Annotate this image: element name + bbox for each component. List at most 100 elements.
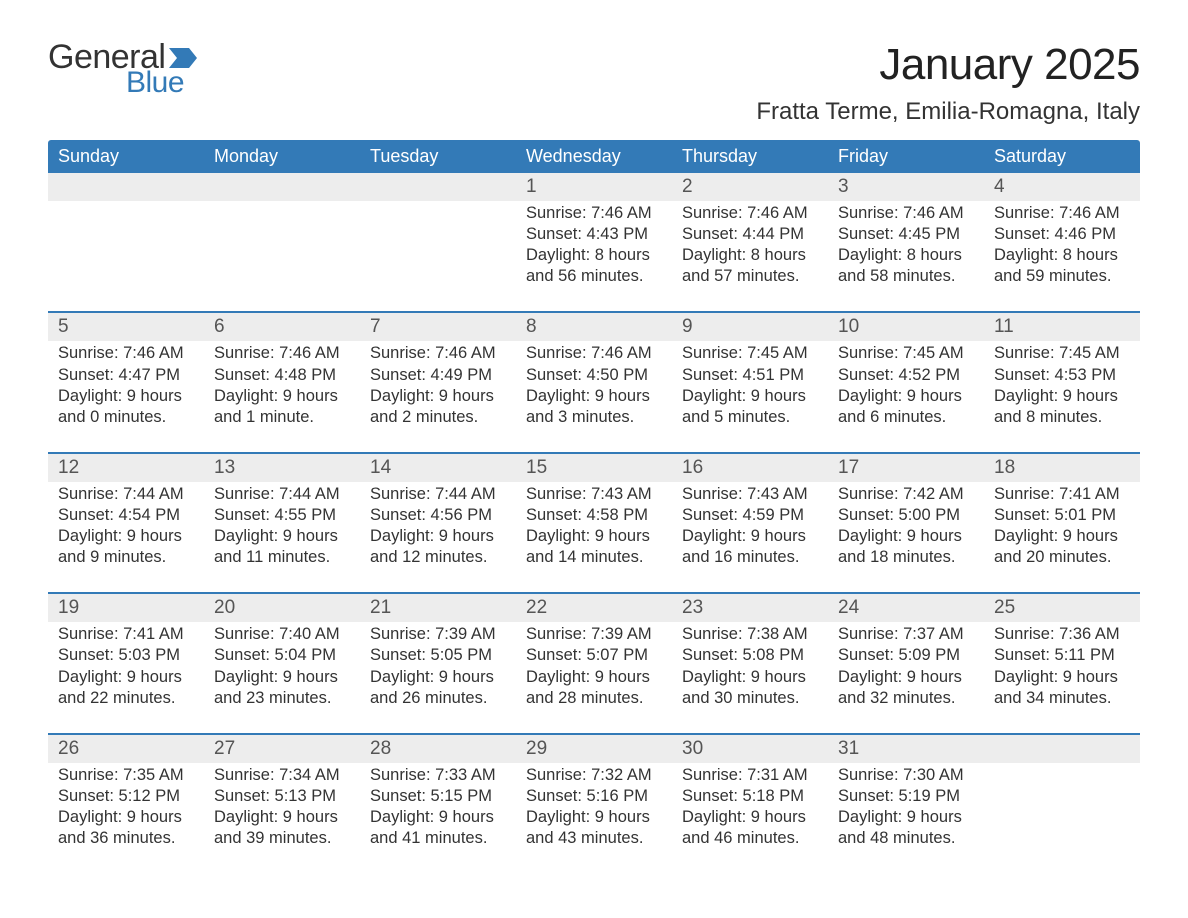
- sunset-text: Sunset: 4:47 PM: [58, 365, 194, 386]
- daylight-text: Daylight: 9 hours and 46 minutes.: [682, 807, 818, 849]
- sunset-text: Sunset: 5:16 PM: [526, 786, 662, 807]
- sunrise-text: Sunrise: 7:45 AM: [994, 343, 1130, 364]
- day-number: 30: [672, 735, 828, 763]
- logo: General Blue: [48, 40, 197, 98]
- day-details-row: Sunrise: 7:44 AMSunset: 4:54 PMDaylight:…: [48, 482, 1140, 586]
- sunrise-text: Sunrise: 7:43 AM: [682, 484, 818, 505]
- calendar-header-cell: Sunday: [48, 140, 204, 173]
- day-details: Sunrise: 7:46 AMSunset: 4:43 PMDaylight:…: [516, 201, 672, 305]
- daylight-text: Daylight: 9 hours and 9 minutes.: [58, 526, 194, 568]
- day-details: Sunrise: 7:46 AMSunset: 4:44 PMDaylight:…: [672, 201, 828, 305]
- sunset-text: Sunset: 5:07 PM: [526, 645, 662, 666]
- day-number: 8: [516, 313, 672, 341]
- daylight-text: Daylight: 9 hours and 1 minute.: [214, 386, 350, 428]
- sunset-text: Sunset: 4:53 PM: [994, 365, 1130, 386]
- day-details: Sunrise: 7:39 AMSunset: 5:07 PMDaylight:…: [516, 622, 672, 726]
- sunrise-text: Sunrise: 7:44 AM: [58, 484, 194, 505]
- sunrise-text: Sunrise: 7:30 AM: [838, 765, 974, 786]
- day-number: 16: [672, 454, 828, 482]
- sunrise-text: Sunrise: 7:46 AM: [58, 343, 194, 364]
- calendar-header-cell: Saturday: [984, 140, 1140, 173]
- daylight-text: Daylight: 9 hours and 16 minutes.: [682, 526, 818, 568]
- day-details: Sunrise: 7:43 AMSunset: 4:59 PMDaylight:…: [672, 482, 828, 586]
- daylight-text: Daylight: 8 hours and 58 minutes.: [838, 245, 974, 287]
- day-number-row: 1234: [48, 173, 1140, 201]
- sunrise-text: Sunrise: 7:46 AM: [526, 343, 662, 364]
- sunset-text: Sunset: 4:56 PM: [370, 505, 506, 526]
- day-number: 9: [672, 313, 828, 341]
- daylight-text: Daylight: 9 hours and 48 minutes.: [838, 807, 974, 849]
- day-details: [984, 763, 1140, 867]
- day-details: Sunrise: 7:44 AMSunset: 4:55 PMDaylight:…: [204, 482, 360, 586]
- day-details: Sunrise: 7:34 AMSunset: 5:13 PMDaylight:…: [204, 763, 360, 867]
- day-number: 20: [204, 594, 360, 622]
- calendar-header-cell: Monday: [204, 140, 360, 173]
- sunset-text: Sunset: 5:13 PM: [214, 786, 350, 807]
- day-number: 13: [204, 454, 360, 482]
- sunset-text: Sunset: 4:52 PM: [838, 365, 974, 386]
- sunrise-text: Sunrise: 7:33 AM: [370, 765, 506, 786]
- calendar-header-cell: Wednesday: [516, 140, 672, 173]
- sunrise-text: Sunrise: 7:45 AM: [682, 343, 818, 364]
- calendar-body: 1234Sunrise: 7:46 AMSunset: 4:43 PMDayli…: [48, 173, 1140, 867]
- day-number: 27: [204, 735, 360, 763]
- daylight-text: Daylight: 9 hours and 26 minutes.: [370, 667, 506, 709]
- day-details: Sunrise: 7:33 AMSunset: 5:15 PMDaylight:…: [360, 763, 516, 867]
- sunrise-text: Sunrise: 7:44 AM: [214, 484, 350, 505]
- sunset-text: Sunset: 5:05 PM: [370, 645, 506, 666]
- day-number: 22: [516, 594, 672, 622]
- daylight-text: Daylight: 9 hours and 12 minutes.: [370, 526, 506, 568]
- day-number: 19: [48, 594, 204, 622]
- sunset-text: Sunset: 4:45 PM: [838, 224, 974, 245]
- daylight-text: Daylight: 9 hours and 34 minutes.: [994, 667, 1130, 709]
- day-number: [48, 173, 204, 201]
- sunset-text: Sunset: 5:08 PM: [682, 645, 818, 666]
- day-details: Sunrise: 7:46 AMSunset: 4:47 PMDaylight:…: [48, 341, 204, 445]
- sunrise-text: Sunrise: 7:38 AM: [682, 624, 818, 645]
- day-number: [984, 735, 1140, 763]
- daylight-text: Daylight: 9 hours and 11 minutes.: [214, 526, 350, 568]
- daylight-text: Daylight: 9 hours and 28 minutes.: [526, 667, 662, 709]
- location-subtitle: Fratta Terme, Emilia-Romagna, Italy: [756, 98, 1140, 126]
- daylight-text: Daylight: 9 hours and 0 minutes.: [58, 386, 194, 428]
- day-details: Sunrise: 7:41 AMSunset: 5:01 PMDaylight:…: [984, 482, 1140, 586]
- sunset-text: Sunset: 5:04 PM: [214, 645, 350, 666]
- day-details: Sunrise: 7:36 AMSunset: 5:11 PMDaylight:…: [984, 622, 1140, 726]
- sunrise-text: Sunrise: 7:31 AM: [682, 765, 818, 786]
- sunset-text: Sunset: 4:50 PM: [526, 365, 662, 386]
- day-number: 7: [360, 313, 516, 341]
- calendar-header-row: SundayMondayTuesdayWednesdayThursdayFrid…: [48, 140, 1140, 173]
- daylight-text: Daylight: 9 hours and 18 minutes.: [838, 526, 974, 568]
- sunrise-text: Sunrise: 7:41 AM: [994, 484, 1130, 505]
- day-number: 5: [48, 313, 204, 341]
- sunrise-text: Sunrise: 7:46 AM: [994, 203, 1130, 224]
- calendar-header-cell: Thursday: [672, 140, 828, 173]
- sunrise-text: Sunrise: 7:44 AM: [370, 484, 506, 505]
- day-details: Sunrise: 7:44 AMSunset: 4:54 PMDaylight:…: [48, 482, 204, 586]
- day-details: Sunrise: 7:44 AMSunset: 4:56 PMDaylight:…: [360, 482, 516, 586]
- day-number: 10: [828, 313, 984, 341]
- sunset-text: Sunset: 4:43 PM: [526, 224, 662, 245]
- day-number: 29: [516, 735, 672, 763]
- day-number-row: 262728293031: [48, 733, 1140, 763]
- day-number-row: 12131415161718: [48, 452, 1140, 482]
- daylight-text: Daylight: 9 hours and 14 minutes.: [526, 526, 662, 568]
- calendar-header-cell: Friday: [828, 140, 984, 173]
- sunrise-text: Sunrise: 7:39 AM: [526, 624, 662, 645]
- sunset-text: Sunset: 5:18 PM: [682, 786, 818, 807]
- calendar-week: 19202122232425Sunrise: 7:41 AMSunset: 5:…: [48, 592, 1140, 726]
- logo-text-blue: Blue: [126, 68, 197, 98]
- day-number: 12: [48, 454, 204, 482]
- calendar-week: 12131415161718Sunrise: 7:44 AMSunset: 4:…: [48, 452, 1140, 586]
- day-details: Sunrise: 7:46 AMSunset: 4:46 PMDaylight:…: [984, 201, 1140, 305]
- daylight-text: Daylight: 8 hours and 59 minutes.: [994, 245, 1130, 287]
- day-number: [360, 173, 516, 201]
- title-block: January 2025 Fratta Terme, Emilia-Romagn…: [756, 40, 1140, 126]
- sunrise-text: Sunrise: 7:37 AM: [838, 624, 974, 645]
- sunset-text: Sunset: 4:59 PM: [682, 505, 818, 526]
- calendar: SundayMondayTuesdayWednesdayThursdayFrid…: [48, 140, 1140, 867]
- calendar-header-cell: Tuesday: [360, 140, 516, 173]
- day-details: Sunrise: 7:46 AMSunset: 4:49 PMDaylight:…: [360, 341, 516, 445]
- day-number: 26: [48, 735, 204, 763]
- day-details-row: Sunrise: 7:46 AM Sunset: 4:43 PM Daylight:…: [48, 201, 1140, 305]
